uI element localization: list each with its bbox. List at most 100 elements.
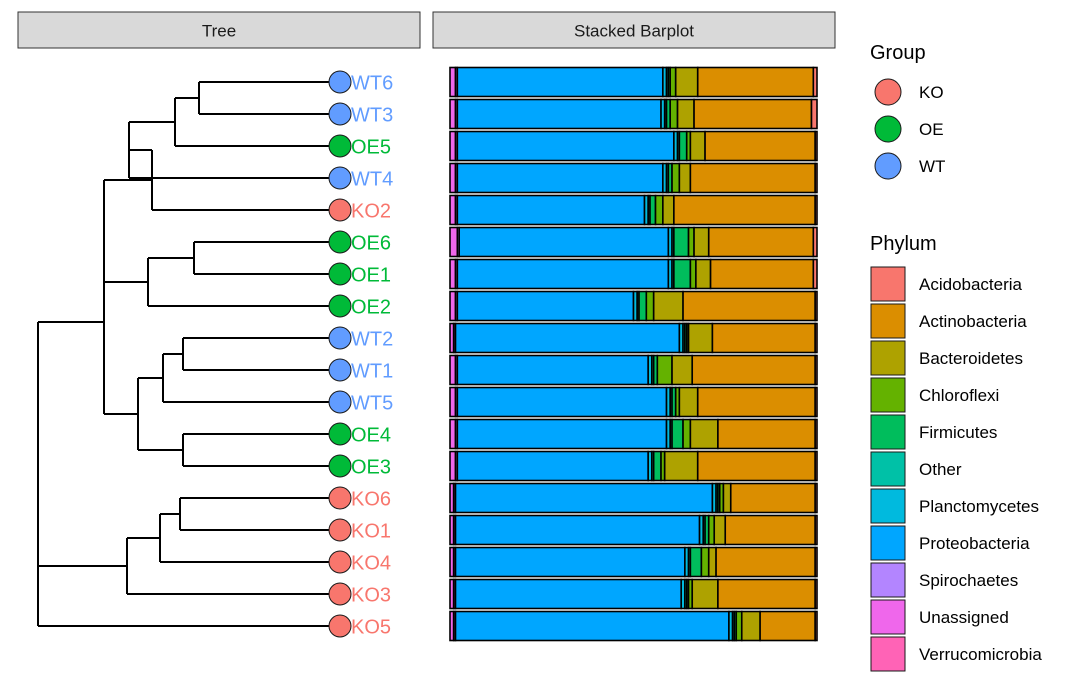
bar-segment bbox=[707, 546, 717, 578]
tree-panel-header: Tree bbox=[17, 11, 421, 49]
tree-branch bbox=[182, 337, 340, 371]
group-legend-key bbox=[874, 78, 902, 106]
bar-segment bbox=[729, 482, 816, 514]
bar-segment bbox=[454, 482, 714, 514]
bar-segment bbox=[722, 482, 732, 514]
tip-label: OE1 bbox=[351, 265, 391, 287]
tip-point bbox=[328, 390, 352, 414]
bar-segment bbox=[662, 194, 675, 226]
bar-segment bbox=[696, 66, 815, 98]
bar-segment bbox=[700, 546, 710, 578]
bar-segment bbox=[449, 290, 457, 322]
bar-segment bbox=[449, 226, 459, 258]
bar-segment bbox=[456, 354, 649, 386]
tree-branch bbox=[193, 241, 340, 275]
tree-branch bbox=[37, 321, 104, 566]
bar-row bbox=[449, 98, 818, 130]
bar-segment bbox=[814, 482, 818, 514]
bar-row bbox=[449, 354, 818, 386]
bar-segment bbox=[449, 450, 457, 482]
phylum-legend-key bbox=[870, 599, 906, 635]
bar-segment bbox=[671, 354, 694, 386]
barplot-panel-header: Stacked Barplot bbox=[432, 11, 836, 49]
bar-segment bbox=[671, 162, 681, 194]
bar-segment bbox=[638, 290, 648, 322]
phylum-legend-key bbox=[870, 266, 906, 302]
phylum-legend-key bbox=[870, 340, 906, 376]
phylum-legend-label: Spirochaetes bbox=[919, 571, 1018, 590]
bar-segment bbox=[449, 194, 457, 226]
tree-branch bbox=[103, 231, 138, 415]
tip-point bbox=[328, 582, 352, 606]
tip-point bbox=[328, 518, 352, 542]
phylum-legend-label: Unassigned bbox=[919, 608, 1009, 627]
tree-branch bbox=[128, 121, 340, 179]
bar-segment bbox=[456, 194, 646, 226]
tip-point bbox=[328, 166, 352, 190]
bar-segment bbox=[449, 386, 457, 418]
bar-segment bbox=[652, 450, 662, 482]
bar-segment bbox=[689, 162, 816, 194]
phylum-legend-title: Phylum bbox=[870, 233, 937, 255]
phylum-legend-key bbox=[870, 303, 906, 339]
tree-branch bbox=[147, 257, 340, 307]
group-legend: Group KO OE WT bbox=[870, 42, 945, 180]
tree-panel-title: Tree bbox=[202, 22, 236, 41]
bar-segment bbox=[740, 610, 761, 642]
tree-branch bbox=[182, 433, 340, 467]
bar-segment bbox=[673, 226, 690, 258]
tree-branch bbox=[103, 179, 152, 283]
bar-segment bbox=[449, 258, 457, 290]
bar-segment bbox=[717, 418, 816, 450]
bar-segment bbox=[449, 354, 457, 386]
phylum-legend-label: Actinobacteria bbox=[919, 312, 1027, 331]
bar-segment bbox=[456, 290, 635, 322]
tree-branch bbox=[159, 513, 340, 563]
bar-segment bbox=[814, 386, 818, 418]
tip-point bbox=[328, 454, 352, 478]
bar-segment bbox=[814, 194, 818, 226]
bar-segment bbox=[709, 258, 815, 290]
bar-row bbox=[449, 66, 818, 98]
stacked-bars bbox=[449, 66, 818, 642]
phylum-legend-label: Acidobacteria bbox=[919, 275, 1023, 294]
bar-segment bbox=[678, 162, 692, 194]
tree-branch bbox=[129, 149, 340, 211]
tip-point bbox=[328, 326, 352, 350]
bar-row bbox=[449, 386, 818, 418]
tip-point bbox=[328, 422, 352, 446]
bar-segment bbox=[759, 610, 816, 642]
bar-segment bbox=[678, 130, 688, 162]
bar-segment bbox=[449, 66, 457, 98]
bar-segment bbox=[724, 514, 816, 546]
bar-segment bbox=[717, 578, 816, 610]
tip-point bbox=[328, 134, 352, 158]
bar-row bbox=[449, 482, 818, 514]
bar-segment bbox=[449, 130, 457, 162]
tip-label: KO6 bbox=[351, 489, 391, 511]
bar-segment bbox=[704, 130, 816, 162]
phylum-legend-key bbox=[870, 377, 906, 413]
phylum-legend-label: Planctomycetes bbox=[919, 497, 1039, 516]
phylum-legend-label: Bacteroidetes bbox=[919, 349, 1023, 368]
bar-segment bbox=[669, 98, 679, 130]
tip-point bbox=[328, 230, 352, 254]
bar-segment bbox=[814, 418, 818, 450]
bar-segment bbox=[689, 258, 697, 290]
tip-point bbox=[328, 70, 352, 94]
tree-branch bbox=[198, 81, 340, 115]
bar-segment bbox=[696, 450, 816, 482]
tip-point bbox=[328, 614, 352, 638]
bar-segment bbox=[456, 418, 668, 450]
bar-row bbox=[449, 546, 818, 578]
group-legend-key bbox=[874, 152, 902, 180]
bar-segment bbox=[812, 226, 818, 258]
bar-segment bbox=[689, 418, 719, 450]
bar-segment bbox=[454, 610, 730, 642]
phylum-legend: Phylum Acidobacteria Actinobacteria Bacter… bbox=[870, 233, 1042, 672]
bar-segment bbox=[814, 290, 818, 322]
group-legend-label: OE bbox=[919, 120, 944, 139]
tree-branch bbox=[162, 353, 340, 403]
bar-segment bbox=[689, 130, 706, 162]
tip-label: WT3 bbox=[351, 105, 393, 127]
